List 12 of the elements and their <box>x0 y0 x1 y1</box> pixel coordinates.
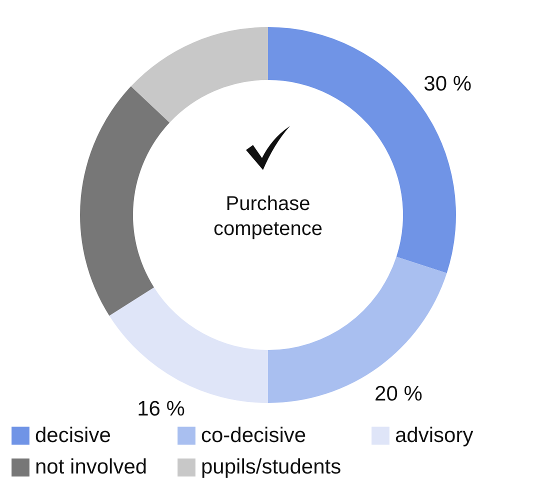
legend-label: not involved <box>35 456 148 478</box>
legend-label: co-decisive <box>201 424 306 447</box>
donut-slice <box>130 27 268 123</box>
donut-slice <box>268 256 447 403</box>
text: Purchase competence <box>212 192 324 242</box>
data-label: 20 % <box>374 382 422 406</box>
donut-slice <box>80 86 170 316</box>
data-label: 16 % <box>137 398 185 421</box>
legend-label: pupils/students <box>201 456 342 478</box>
legend-label: decisive <box>35 424 111 447</box>
legend-label: advisory <box>395 424 474 447</box>
data-label: 30 % <box>424 72 472 96</box>
